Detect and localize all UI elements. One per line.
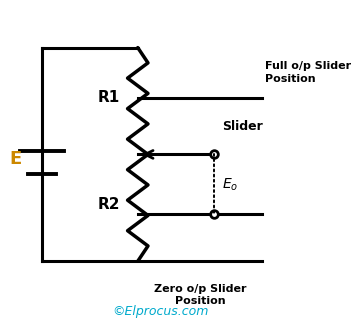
Text: ©Elprocus.com: ©Elprocus.com bbox=[112, 305, 208, 318]
Text: $E_o$: $E_o$ bbox=[222, 176, 238, 192]
Text: Slider: Slider bbox=[222, 120, 263, 133]
Text: Full o/p Slider
Position: Full o/p Slider Position bbox=[265, 61, 351, 84]
Text: E: E bbox=[9, 150, 21, 168]
Text: R1: R1 bbox=[98, 90, 120, 105]
Text: Zero o/p Slider
Position: Zero o/p Slider Position bbox=[154, 284, 246, 306]
Text: R2: R2 bbox=[98, 197, 120, 212]
